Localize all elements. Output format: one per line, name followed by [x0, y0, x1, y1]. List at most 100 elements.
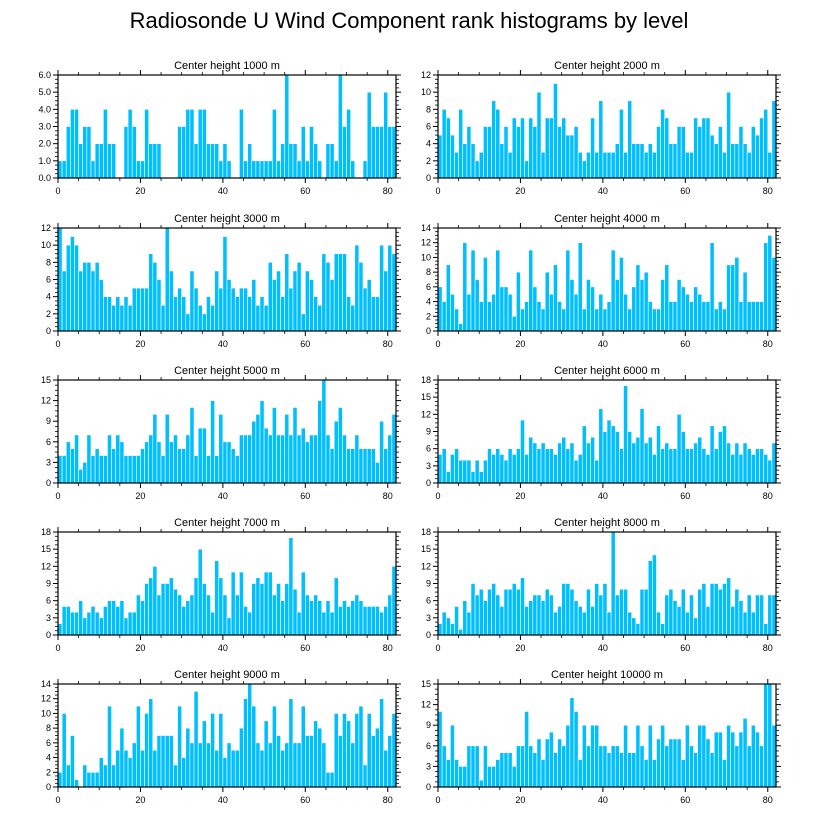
bar	[98, 617, 104, 636]
bar	[123, 617, 129, 636]
bar	[152, 566, 158, 636]
bar	[78, 270, 84, 332]
bar	[441, 745, 447, 788]
bar	[61, 606, 67, 636]
x-tick-label: 80	[763, 339, 773, 349]
bar	[548, 594, 554, 636]
bar	[276, 583, 281, 636]
bar	[288, 287, 294, 332]
bar	[520, 419, 525, 484]
bar	[317, 304, 323, 332]
bar	[503, 588, 509, 636]
bar	[713, 143, 719, 179]
bar	[148, 698, 154, 788]
bar	[366, 606, 372, 636]
bar	[82, 462, 88, 484]
bar	[516, 448, 521, 484]
bar	[218, 160, 224, 179]
y-tick-label: 9	[426, 579, 431, 589]
bar	[337, 74, 343, 179]
bar	[206, 143, 211, 179]
bar	[325, 434, 331, 484]
y-tick-label: 15	[41, 375, 51, 385]
bar	[635, 264, 641, 332]
bar	[284, 583, 290, 636]
bar	[474, 279, 480, 332]
bar	[111, 143, 117, 179]
bar	[532, 126, 538, 179]
bar	[181, 757, 187, 788]
x-tick-label: 20	[135, 795, 145, 805]
bar	[487, 766, 492, 788]
bar	[614, 431, 620, 484]
bar	[755, 594, 760, 636]
bar	[759, 448, 764, 484]
bar	[474, 160, 480, 179]
bar	[701, 448, 707, 484]
bar	[713, 308, 719, 332]
x-tick-label: 40	[218, 795, 228, 805]
bar	[697, 126, 703, 179]
bar	[57, 623, 63, 636]
bar	[602, 431, 608, 484]
bar	[370, 735, 376, 788]
bar	[131, 611, 137, 636]
bar	[168, 577, 174, 636]
bar	[300, 427, 306, 484]
bar	[329, 448, 335, 484]
bar	[263, 304, 269, 332]
bar	[540, 759, 546, 788]
bar	[553, 83, 558, 179]
bar	[520, 745, 525, 788]
bar	[647, 301, 653, 332]
bar	[346, 720, 351, 788]
bar	[177, 287, 182, 332]
bar	[70, 109, 75, 179]
bar	[763, 623, 769, 636]
bar	[375, 126, 380, 179]
panel-title: Center height 1000 m	[174, 60, 280, 72]
bar	[445, 471, 451, 484]
bar	[263, 571, 269, 636]
bar	[643, 271, 649, 332]
bar	[627, 752, 633, 788]
bar	[680, 759, 686, 788]
bar	[499, 606, 505, 636]
bar	[168, 441, 174, 484]
x-tick-label: 80	[763, 643, 773, 653]
bar	[516, 271, 521, 332]
bar	[565, 134, 571, 179]
bar	[350, 600, 356, 636]
bar	[639, 588, 645, 636]
bar	[437, 134, 443, 179]
bar	[524, 301, 529, 332]
bar	[536, 91, 542, 179]
x-tick-label: 60	[300, 795, 310, 805]
bar	[292, 588, 298, 636]
y-tick-label: 5.0	[38, 87, 51, 97]
bar	[511, 766, 517, 788]
bar	[676, 738, 682, 788]
bar	[156, 441, 162, 484]
bar	[255, 742, 261, 788]
x-tick-label: 40	[598, 491, 608, 501]
y-tick-label: 0	[46, 326, 51, 336]
bar	[581, 160, 587, 179]
x-tick-label: 60	[680, 795, 690, 805]
bar	[746, 745, 752, 788]
bar	[230, 571, 236, 636]
bar	[738, 301, 744, 332]
bar	[337, 253, 343, 332]
x-tick-label: 40	[218, 491, 228, 501]
bar	[639, 279, 645, 332]
bar	[321, 253, 327, 332]
y-tick-label: 2	[46, 309, 51, 319]
y-tick-label: 0.0	[38, 173, 51, 183]
bar	[672, 600, 678, 636]
bar	[358, 705, 364, 788]
bar	[540, 442, 546, 484]
bar	[454, 606, 459, 636]
bar	[140, 287, 145, 332]
bar	[350, 304, 356, 332]
bar	[173, 588, 178, 636]
